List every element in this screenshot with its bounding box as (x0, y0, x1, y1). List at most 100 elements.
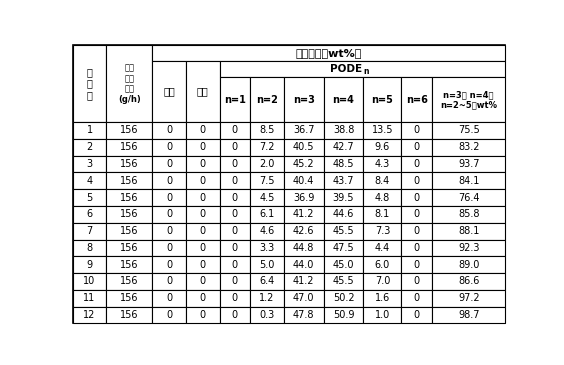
Bar (219, 273, 250, 290)
Text: 156: 156 (120, 293, 139, 303)
Text: 0: 0 (232, 276, 238, 287)
Bar (363, 189, 402, 206)
Bar (432, 206, 505, 223)
Bar (432, 189, 505, 206)
Bar (107, 223, 152, 239)
Text: 4: 4 (86, 176, 92, 186)
Text: 156: 156 (120, 310, 139, 320)
Bar (152, 61, 186, 122)
Bar (186, 223, 219, 239)
Text: n=2: n=2 (256, 95, 278, 105)
Bar (284, 172, 324, 189)
Text: 8.5: 8.5 (259, 126, 275, 135)
Bar (152, 139, 186, 155)
Text: 0: 0 (413, 193, 420, 203)
Bar (186, 122, 219, 139)
Bar (432, 256, 505, 273)
Text: 0: 0 (200, 260, 206, 270)
Bar (402, 223, 432, 239)
Text: 0: 0 (200, 243, 206, 253)
Text: n: n (363, 67, 368, 76)
Text: 3.3: 3.3 (259, 243, 275, 253)
Bar (284, 155, 324, 172)
Text: 0: 0 (232, 243, 238, 253)
Text: 9: 9 (86, 260, 92, 270)
Text: 甲醇: 甲醇 (163, 87, 175, 97)
Text: 6.0: 6.0 (374, 260, 390, 270)
Text: 8.1: 8.1 (374, 210, 390, 219)
Bar (219, 307, 250, 323)
Bar (107, 155, 152, 172)
Text: 0: 0 (200, 142, 206, 152)
Bar (186, 155, 219, 172)
Text: 47.8: 47.8 (293, 310, 315, 320)
Bar (363, 239, 402, 256)
Bar (284, 307, 324, 323)
Bar (107, 189, 152, 206)
Bar (402, 172, 432, 189)
Bar (73, 290, 107, 307)
Text: 0: 0 (200, 293, 206, 303)
Text: 41.2: 41.2 (293, 276, 315, 287)
Bar (186, 307, 219, 323)
Bar (107, 206, 152, 223)
Text: 88.1: 88.1 (458, 226, 479, 236)
Text: 39.5: 39.5 (333, 193, 354, 203)
Text: 47.0: 47.0 (293, 293, 315, 303)
Bar (324, 155, 363, 172)
Bar (284, 189, 324, 206)
Bar (324, 206, 363, 223)
Text: 2: 2 (86, 142, 92, 152)
Text: 4.5: 4.5 (259, 193, 275, 203)
Bar (250, 223, 284, 239)
Bar (219, 223, 250, 239)
Text: 4.3: 4.3 (374, 159, 390, 169)
Bar (186, 189, 219, 206)
Bar (402, 239, 432, 256)
Bar (363, 172, 402, 189)
Bar (250, 256, 284, 273)
Text: 0: 0 (166, 293, 172, 303)
Bar (284, 273, 324, 290)
Text: 86.6: 86.6 (458, 276, 479, 287)
Text: 0: 0 (166, 226, 172, 236)
Bar (250, 239, 284, 256)
Text: 4.8: 4.8 (374, 193, 390, 203)
Bar (219, 239, 250, 256)
Bar (250, 290, 284, 307)
Bar (152, 273, 186, 290)
Text: 0: 0 (166, 260, 172, 270)
Text: 156: 156 (120, 159, 139, 169)
Bar (324, 239, 363, 256)
Bar (432, 139, 505, 155)
Text: 93.7: 93.7 (458, 159, 479, 169)
Bar (219, 122, 250, 139)
Text: 0: 0 (232, 210, 238, 219)
Bar (250, 139, 284, 155)
Text: 11: 11 (83, 293, 96, 303)
Text: 36.7: 36.7 (293, 126, 315, 135)
Bar (152, 256, 186, 273)
Text: 0: 0 (166, 276, 172, 287)
Bar (107, 172, 152, 189)
Text: 8: 8 (86, 243, 92, 253)
Text: 48.5: 48.5 (333, 159, 354, 169)
Bar (250, 172, 284, 189)
Text: 10: 10 (83, 276, 96, 287)
Bar (152, 189, 186, 206)
Text: 7.2: 7.2 (259, 142, 275, 152)
Bar (402, 155, 432, 172)
Text: 7: 7 (86, 226, 92, 236)
Bar (250, 206, 284, 223)
Text: n=3: n=3 (293, 95, 315, 105)
Text: 0: 0 (200, 226, 206, 236)
Text: 50.9: 50.9 (333, 310, 354, 320)
Text: 0: 0 (166, 193, 172, 203)
Bar (186, 239, 219, 256)
Bar (73, 307, 107, 323)
Bar (152, 307, 186, 323)
Text: 0: 0 (413, 210, 420, 219)
Bar (107, 256, 152, 273)
Bar (363, 273, 402, 290)
Text: n=5: n=5 (372, 95, 393, 105)
